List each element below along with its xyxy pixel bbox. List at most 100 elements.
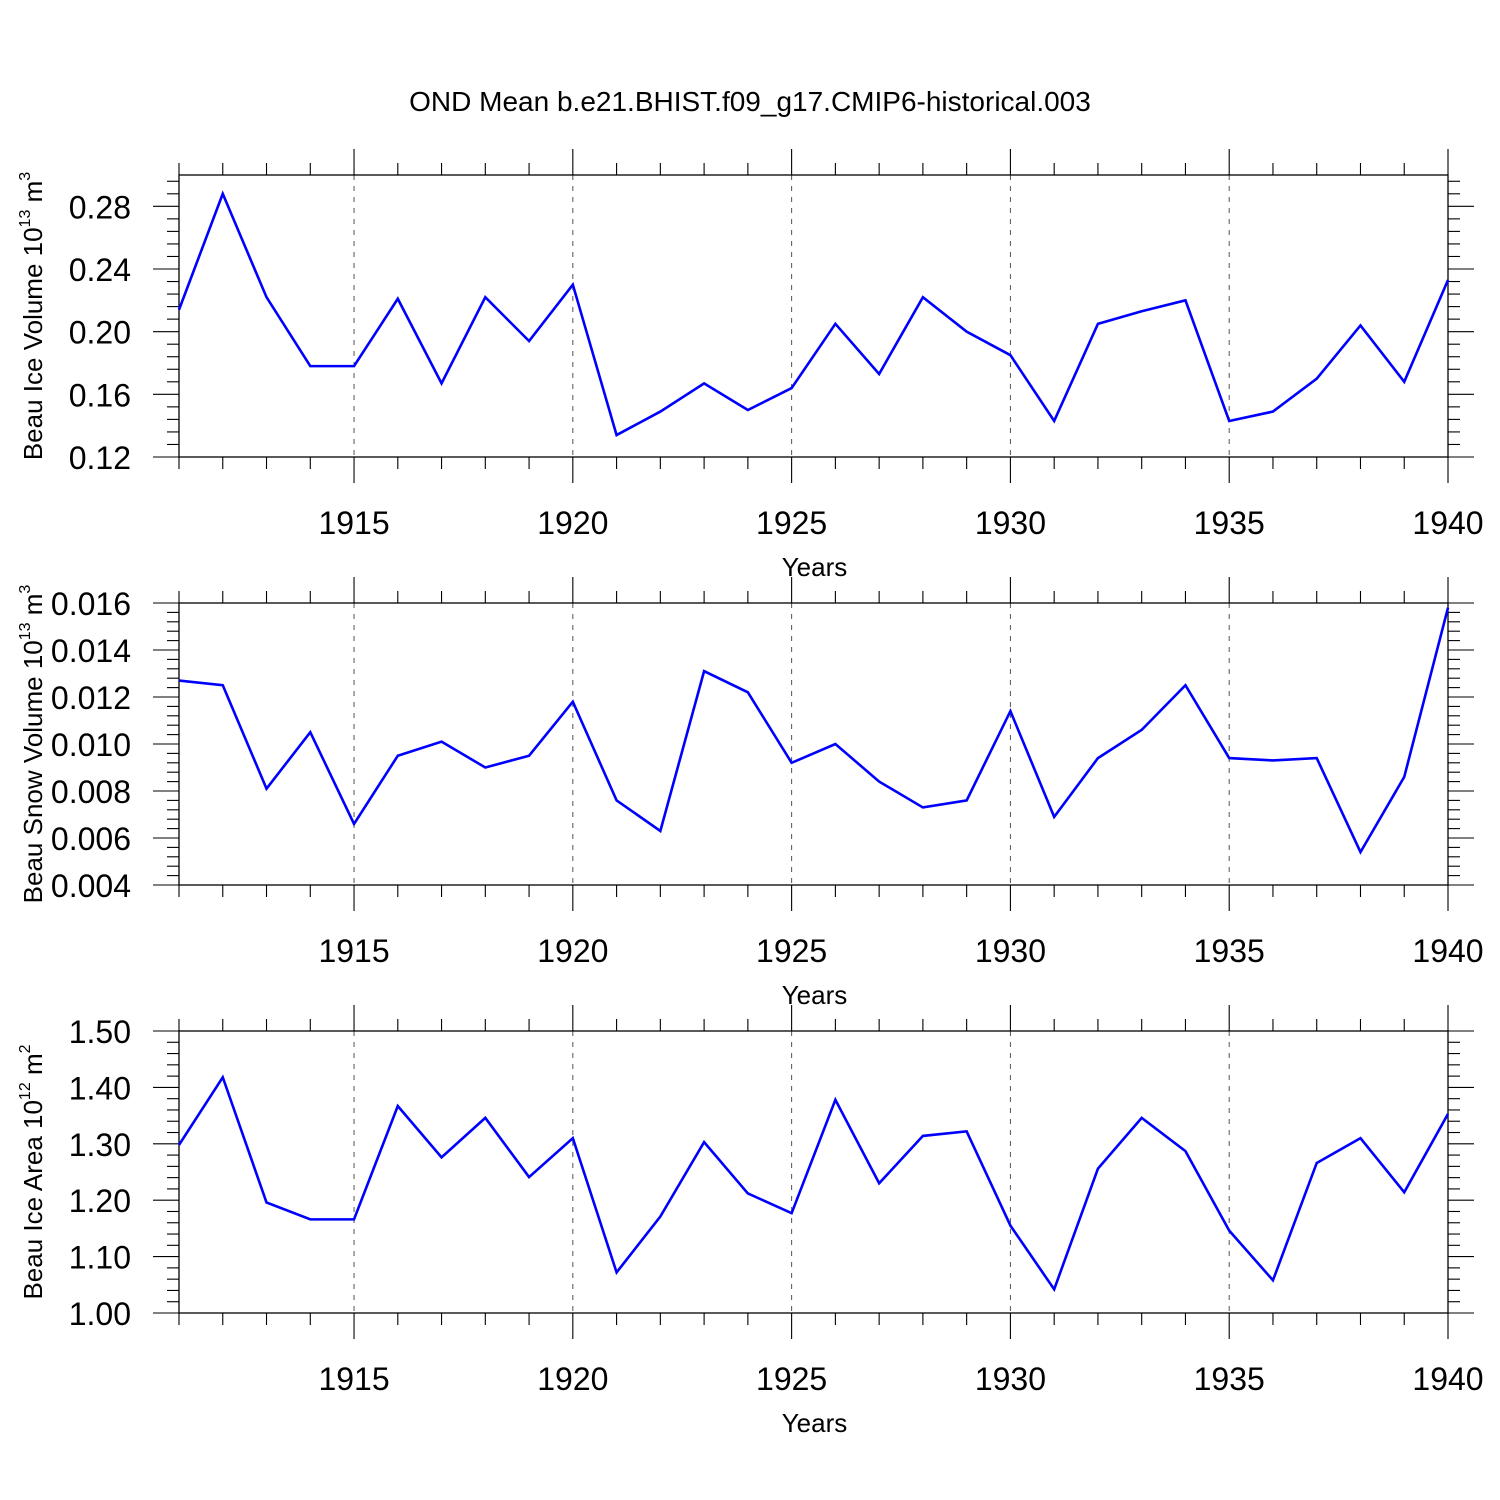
y-axis-title-unit-exponent: 3 bbox=[17, 585, 34, 594]
data-point-1936 bbox=[1271, 410, 1275, 414]
data-point-1914 bbox=[308, 364, 312, 368]
data-point-1932 bbox=[1096, 322, 1100, 326]
y-axis-title-unit-exponent: 3 bbox=[17, 172, 34, 181]
y-tick-label: 0.008 bbox=[51, 774, 131, 810]
y-tick-label: 1.00 bbox=[69, 1296, 131, 1332]
y-tick-label: 1.20 bbox=[69, 1183, 131, 1219]
data-point-1911 bbox=[177, 1143, 181, 1147]
data-point-1938 bbox=[1358, 323, 1362, 327]
data-point-1930 bbox=[1008, 709, 1012, 713]
data-point-1920 bbox=[571, 700, 575, 704]
data-point-1929 bbox=[965, 330, 969, 334]
data-point-1922 bbox=[658, 829, 662, 833]
data-point-1917 bbox=[440, 381, 444, 385]
data-point-1935 bbox=[1227, 1229, 1231, 1233]
series-line bbox=[177, 1074, 1450, 1293]
data-point-1939 bbox=[1402, 1190, 1406, 1194]
panels: 0.12 0.16 0.20 0.24 0.28 1915 1920 1925 1930 1935… bbox=[17, 149, 1484, 1438]
x-tick-label: 1940 bbox=[1412, 505, 1483, 541]
x-tick-label: 1930 bbox=[975, 505, 1046, 541]
data-point-1928 bbox=[921, 1134, 925, 1138]
data-point-1930 bbox=[1008, 353, 1012, 357]
series-line bbox=[178, 607, 1450, 855]
y-axis-title: Beau Ice Area 1012 m2 bbox=[17, 1044, 48, 1299]
y-axis-title-exponent: 13 bbox=[17, 210, 34, 228]
x-tick-label: 1930 bbox=[975, 1361, 1046, 1397]
data-point-1938 bbox=[1358, 850, 1362, 854]
data-point-1927 bbox=[877, 372, 881, 376]
data-point-1911 bbox=[177, 308, 181, 312]
x-tick-label: 1925 bbox=[756, 505, 827, 541]
data-point-1916 bbox=[396, 1104, 400, 1108]
data-point-1935 bbox=[1227, 756, 1231, 760]
data-point-1933 bbox=[1140, 1116, 1144, 1120]
y-axis-title-unit-exponent: 2 bbox=[17, 1044, 34, 1053]
y-axis-title-exponent: 12 bbox=[17, 1082, 34, 1100]
y-axis-title-unit: m bbox=[18, 594, 48, 623]
data-point-1919 bbox=[527, 754, 531, 758]
x-tick-label: 1940 bbox=[1412, 933, 1483, 969]
y-axis-title-main: Beau Snow Volume 10 bbox=[18, 640, 48, 903]
data-point-1940 bbox=[1446, 278, 1450, 282]
data-point-1919 bbox=[527, 1175, 531, 1179]
y-axis-title-unit: m bbox=[18, 181, 48, 210]
data-point-1927 bbox=[877, 780, 881, 784]
data-point-1912 bbox=[221, 192, 225, 196]
x-axis-title: Years bbox=[782, 552, 848, 582]
y-axis-title-main: Beau Ice Area 10 bbox=[18, 1100, 48, 1299]
data-point-1912 bbox=[221, 1075, 225, 1079]
x-tick-label: 1925 bbox=[756, 1361, 827, 1397]
data-point-1934 bbox=[1183, 298, 1187, 302]
y-tick-label: 0.016 bbox=[51, 586, 131, 622]
data-point-1913 bbox=[265, 1200, 269, 1204]
data-point-1919 bbox=[527, 339, 531, 343]
x-tick-label: 1925 bbox=[756, 933, 827, 969]
x-axis-title: Years bbox=[782, 980, 848, 1010]
data-point-1934 bbox=[1183, 1149, 1187, 1153]
y-axis-title-main: Beau Ice Volume 10 bbox=[18, 227, 48, 460]
data-point-1937 bbox=[1315, 756, 1319, 760]
panel-2: 0.004 0.006 0.008 0.010 0.012 0.014 0.016 1915 1… bbox=[17, 577, 1484, 1010]
y-tick-label: 1.30 bbox=[69, 1127, 131, 1163]
x-tick-label: 1915 bbox=[318, 933, 389, 969]
y-axis-title-unit: m bbox=[18, 1053, 48, 1082]
x-tick-label: 1935 bbox=[1194, 1361, 1265, 1397]
data-point-1926 bbox=[833, 1098, 837, 1102]
data-point-1923 bbox=[702, 669, 706, 673]
x-tick-label: 1930 bbox=[975, 933, 1046, 969]
data-point-1926 bbox=[833, 322, 837, 326]
data-point-1920 bbox=[571, 283, 575, 287]
data-point-1918 bbox=[483, 295, 487, 299]
data-point-1918 bbox=[483, 1116, 487, 1120]
data-point-1929 bbox=[965, 798, 969, 802]
data-point-1913 bbox=[265, 295, 269, 299]
data-point-1923 bbox=[702, 1140, 706, 1144]
y-axis-title: Beau Ice Volume 1013 m3 bbox=[17, 172, 48, 460]
data-point-1924 bbox=[746, 690, 750, 694]
y-tick-label: 0.012 bbox=[51, 680, 131, 716]
x-axis-title: Years bbox=[782, 1408, 848, 1438]
data-point-1923 bbox=[702, 381, 706, 385]
y-tick-label: 0.014 bbox=[51, 633, 131, 669]
y-tick-label: 1.10 bbox=[69, 1240, 131, 1276]
y-tick-label: 1.50 bbox=[69, 1014, 131, 1050]
data-point-1912 bbox=[221, 683, 225, 687]
data-point-1936 bbox=[1271, 758, 1275, 762]
y-tick-label: 0.28 bbox=[69, 189, 131, 225]
data-point-1940 bbox=[1446, 1112, 1450, 1116]
data-point-1933 bbox=[1140, 728, 1144, 732]
data-point-1918 bbox=[483, 766, 487, 770]
data-point-1939 bbox=[1402, 775, 1406, 779]
plot-frame bbox=[178, 174, 1449, 458]
data-point-1926 bbox=[833, 742, 837, 746]
data-point-1911 bbox=[177, 679, 181, 683]
figure-title: OND Mean b.e21.BHIST.f09_g17.CMIP6-histo… bbox=[409, 86, 1091, 117]
data-point-1933 bbox=[1140, 309, 1144, 313]
data-point-1931 bbox=[1052, 815, 1056, 819]
plot-frame bbox=[178, 602, 1449, 886]
data-point-1940 bbox=[1446, 606, 1450, 610]
data-point-1917 bbox=[440, 1155, 444, 1159]
x-tick-label: 1935 bbox=[1194, 505, 1265, 541]
data-point-1935 bbox=[1227, 419, 1231, 423]
